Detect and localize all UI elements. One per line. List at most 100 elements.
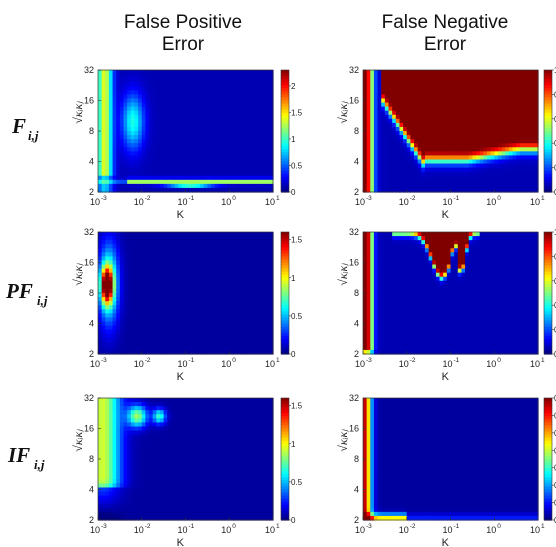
heatmap-cell	[446, 98, 452, 104]
heatmap-cell	[211, 159, 216, 165]
heatmap-cell	[247, 260, 252, 266]
heatmap-cell	[490, 98, 495, 104]
heatmap-cell	[530, 179, 535, 185]
heatmap-cell	[479, 118, 484, 124]
heatmap-cell	[141, 155, 146, 161]
heatmap-cell	[105, 70, 110, 75]
heatmap-cell	[145, 349, 150, 355]
heatmap-cell	[432, 114, 437, 120]
heatmap-cell	[145, 175, 150, 181]
heatmap-cell	[105, 183, 110, 189]
heatmap-cell	[181, 74, 187, 79]
heatmap-cell	[108, 232, 114, 237]
heatmap-cell	[366, 321, 371, 327]
heatmap-cell	[119, 78, 125, 83]
heatmap-cell	[490, 122, 495, 128]
heatmap-cell	[141, 293, 146, 298]
heatmap-cell	[366, 349, 371, 355]
heatmap-cell	[127, 309, 132, 314]
heatmap-cell	[395, 147, 401, 152]
heatmap-cell	[512, 171, 517, 177]
heatmap-cell	[486, 82, 492, 87]
heatmap-cell	[108, 131, 114, 136]
heatmap-cell	[265, 244, 270, 249]
heatmap-cell	[534, 151, 539, 156]
heatmap-cell	[443, 78, 448, 83]
colorbar-segment	[281, 283, 289, 288]
heatmap-cell	[424, 167, 430, 173]
heatmap-cell	[105, 248, 110, 253]
heatmap-cell	[108, 82, 114, 87]
heatmap-cell	[461, 78, 466, 83]
heatmap-cell	[395, 309, 401, 314]
heatmap-cell	[262, 114, 267, 120]
heatmap-cell	[105, 321, 110, 327]
heatmap-cell	[381, 264, 386, 270]
heatmap-cell	[421, 106, 426, 112]
heatmap-cell	[163, 260, 168, 266]
heatmap-cell	[254, 78, 260, 83]
heatmap-cell	[185, 333, 190, 339]
heatmap-cell	[435, 94, 441, 100]
heatmap-cell	[265, 345, 270, 351]
heatmap-cell	[454, 159, 459, 165]
heatmap-cell	[388, 325, 393, 331]
heatmap-cell	[262, 151, 267, 156]
heatmap-cell	[472, 179, 477, 185]
heatmap-cell	[388, 82, 393, 87]
heatmap-cell	[105, 297, 110, 302]
heatmap-cell	[450, 183, 455, 189]
heatmap-cell	[530, 175, 535, 181]
heatmap-cell	[123, 309, 128, 314]
heatmap-cell	[221, 325, 227, 331]
heatmap-cell	[141, 102, 146, 108]
heatmap-cell	[159, 349, 165, 355]
heatmap-cell	[207, 70, 212, 75]
heatmap-cell	[167, 163, 172, 169]
heatmap-cell	[501, 139, 506, 144]
heatmap-cell	[247, 329, 252, 335]
heatmap-cell	[101, 139, 106, 144]
heatmap-cell	[403, 256, 408, 262]
heatmap-cell	[196, 293, 201, 298]
heatmap-cell	[381, 345, 386, 351]
heatmap-cell	[170, 110, 176, 116]
heatmap-cell	[145, 155, 150, 161]
heatmap-cell	[254, 74, 260, 79]
heatmap-cell	[170, 171, 176, 177]
heatmap-cell	[468, 135, 473, 140]
heatmap-cell	[108, 309, 114, 314]
heatmap-cell	[123, 151, 128, 156]
heatmap-cell	[454, 82, 459, 87]
heatmap-cell	[373, 317, 379, 323]
heatmap-cell	[127, 264, 132, 270]
heatmap-cell	[101, 126, 106, 132]
heatmap-cell	[497, 70, 503, 75]
heatmap-cell	[192, 175, 198, 181]
heatmap-cell	[221, 82, 227, 87]
y-tick-label: 2	[354, 187, 359, 197]
heatmap-cell	[112, 321, 117, 327]
heatmap-cell	[203, 143, 208, 148]
heatmap-cell	[388, 171, 393, 177]
x-tick-base: 10	[221, 359, 231, 369]
heatmap-cell	[258, 244, 263, 249]
heatmap-cell	[373, 98, 379, 104]
heatmap-cell	[373, 122, 379, 128]
heatmap-cell	[247, 143, 252, 148]
heatmap-cell	[450, 90, 455, 95]
heatmap-cell	[163, 147, 168, 152]
heatmap-cell	[221, 309, 227, 314]
heatmap-cell	[258, 155, 263, 161]
heatmap-cell	[229, 321, 234, 327]
colorbar-segment	[281, 70, 289, 74]
heatmap-cell	[130, 236, 136, 241]
heatmap-cell	[225, 163, 230, 169]
heatmap-cell	[156, 236, 161, 241]
heatmap-cell	[501, 126, 506, 132]
heatmap-cell	[236, 244, 241, 249]
heatmap-cell	[196, 118, 201, 124]
heatmap-cell	[138, 248, 143, 253]
heatmap-cell	[123, 139, 128, 144]
heatmap-cell	[119, 264, 125, 270]
